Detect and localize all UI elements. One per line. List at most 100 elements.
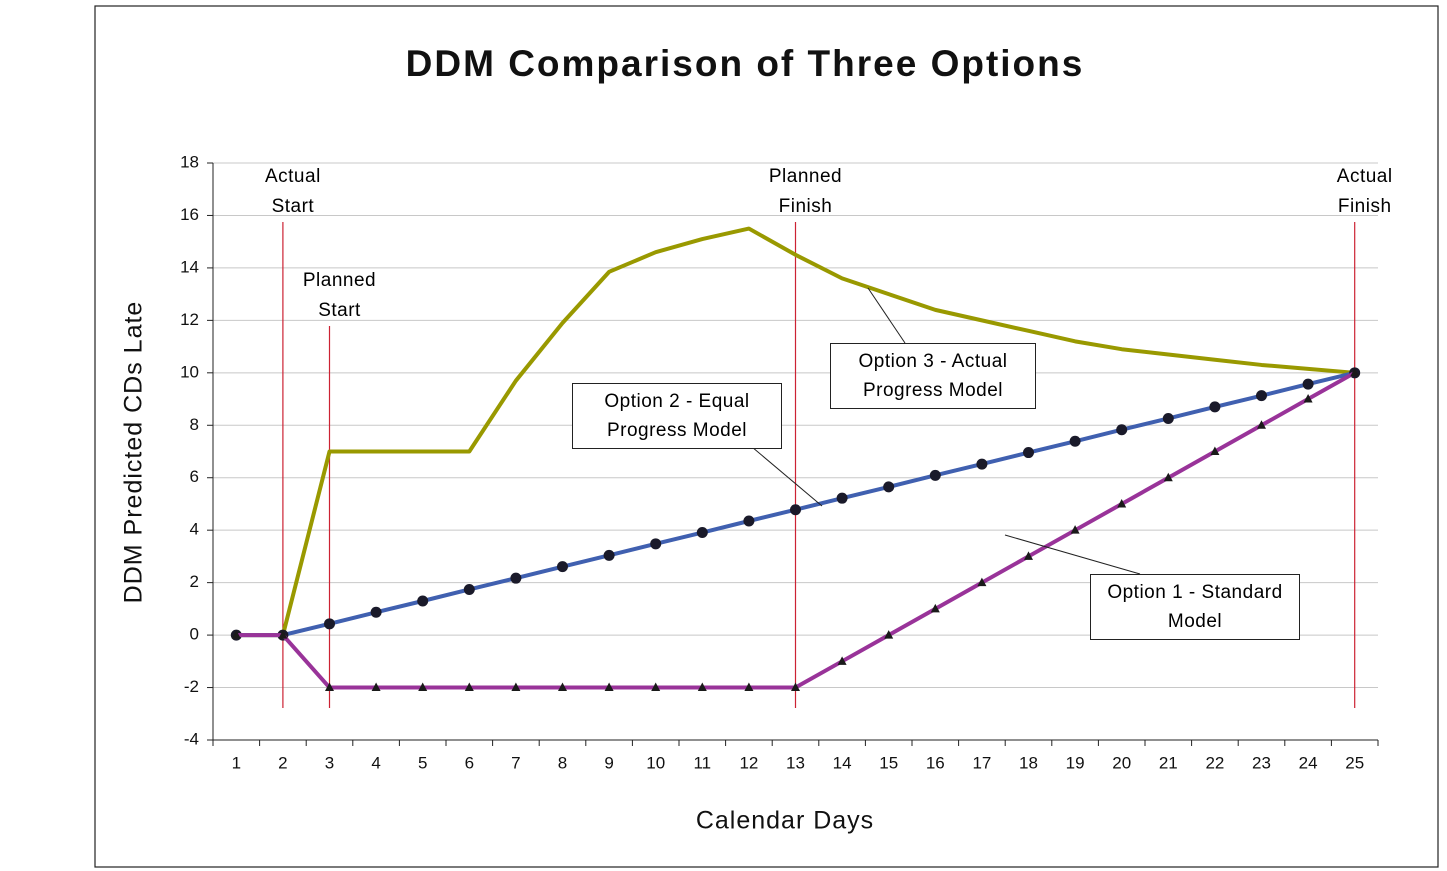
y-tick-label: 14 <box>180 257 199 276</box>
x-tick-label: 3 <box>325 753 334 772</box>
point-marker <box>231 630 241 639</box>
x-tick-label: 7 <box>511 753 520 772</box>
point-marker <box>976 458 988 470</box>
point-marker <box>743 515 755 527</box>
point-marker <box>510 572 522 584</box>
x-tick-label: 25 <box>1345 753 1364 772</box>
y-tick-label: 4 <box>190 520 199 539</box>
series-callout: Option 3 - Actual Progress Model <box>830 343 1036 409</box>
point-marker <box>1163 472 1173 482</box>
point-marker <box>884 630 894 639</box>
series-line <box>236 226 1355 638</box>
point-marker <box>325 682 334 692</box>
x-axis-label: Calendar Days <box>696 807 874 835</box>
point-marker <box>1350 367 1360 377</box>
y-tick-label: 18 <box>180 152 199 171</box>
point-marker <box>1070 525 1080 534</box>
y-tick-label: -4 <box>184 729 199 748</box>
x-tick-label: 19 <box>1066 753 1085 772</box>
point-marker <box>324 618 335 630</box>
point-marker <box>930 603 940 613</box>
point-marker <box>278 630 288 639</box>
point-marker <box>977 577 987 587</box>
x-tick-label: 22 <box>1205 753 1224 772</box>
x-tick-label: 11 <box>693 753 711 772</box>
annotation-label: Actual Finish <box>1336 166 1393 217</box>
x-tick-label: 21 <box>1159 753 1178 772</box>
point-marker <box>929 469 941 481</box>
x-tick-label: 5 <box>418 753 427 772</box>
y-tick-label: -2 <box>184 677 199 696</box>
x-tick-label: 23 <box>1252 753 1271 772</box>
x-tick-label: 18 <box>1019 753 1038 772</box>
point-marker <box>744 682 754 692</box>
x-tick-label: 12 <box>739 753 758 772</box>
series-callout: Option 1 - Standard Model <box>1090 574 1300 640</box>
x-tick-label: 1 <box>232 753 241 772</box>
point-marker <box>558 682 567 692</box>
point-marker <box>1116 424 1128 436</box>
point-marker <box>511 682 521 692</box>
y-tick-label: 2 <box>190 572 199 591</box>
point-marker <box>1302 378 1314 390</box>
chart-title: DDM Comparison of Three Options <box>406 43 1085 84</box>
annotation-label: Actual Start <box>264 166 321 217</box>
point-marker <box>1210 446 1220 455</box>
point-marker <box>604 682 614 692</box>
point-marker <box>651 682 661 692</box>
y-tick-label: 12 <box>180 310 199 329</box>
point-marker <box>790 504 801 516</box>
point-marker <box>1303 394 1313 403</box>
x-tick-label: 16 <box>926 753 945 772</box>
y-axis-label: DDM Predicted CDs Late <box>120 301 148 604</box>
point-marker <box>463 583 475 595</box>
point-marker <box>1069 435 1081 447</box>
x-tick-label: 10 <box>646 753 665 772</box>
point-marker <box>464 682 474 692</box>
point-marker <box>836 492 848 504</box>
point-marker <box>557 561 568 573</box>
point-marker <box>1117 498 1127 508</box>
point-marker <box>370 606 382 618</box>
x-tick-label: 13 <box>786 753 805 772</box>
point-marker <box>1209 401 1221 413</box>
y-tick-label: 10 <box>180 362 199 381</box>
point-marker <box>697 682 707 692</box>
point-marker <box>417 595 429 607</box>
point-marker <box>1162 412 1174 424</box>
point-marker <box>791 682 800 692</box>
x-tick-label: 15 <box>879 753 898 772</box>
point-marker <box>650 538 662 550</box>
y-tick-label: 6 <box>190 467 199 486</box>
x-tick-label: 6 <box>465 753 474 772</box>
x-tick-label: 9 <box>604 753 613 772</box>
point-marker <box>696 527 708 539</box>
x-tick-label: 4 <box>371 753 380 772</box>
callout-leader <box>867 287 906 344</box>
point-marker <box>883 481 895 493</box>
point-marker <box>1257 420 1266 429</box>
x-tick-label: 17 <box>972 753 991 772</box>
point-marker <box>603 549 615 561</box>
annotation-label: Planned Finish <box>768 166 843 217</box>
x-tick-label: 20 <box>1112 753 1131 772</box>
point-marker <box>1256 390 1267 402</box>
y-tick-label: 16 <box>180 205 199 224</box>
point-marker <box>371 682 381 692</box>
callout-leader <box>751 446 823 507</box>
point-marker <box>837 656 847 665</box>
x-tick-label: 14 <box>833 753 852 772</box>
point-marker <box>1024 551 1033 560</box>
point-marker <box>1023 447 1034 459</box>
series-callout: Option 2 - Equal Progress Model <box>572 383 782 449</box>
x-tick-label: 8 <box>558 753 567 772</box>
y-tick-label: 0 <box>190 625 199 644</box>
callout-leader <box>1004 534 1141 575</box>
y-tick-label: 8 <box>190 415 199 434</box>
point-marker <box>418 682 428 692</box>
annotation-label: Planned Start <box>302 270 377 321</box>
x-tick-label: 2 <box>278 753 287 772</box>
x-tick-label: 24 <box>1299 753 1318 772</box>
